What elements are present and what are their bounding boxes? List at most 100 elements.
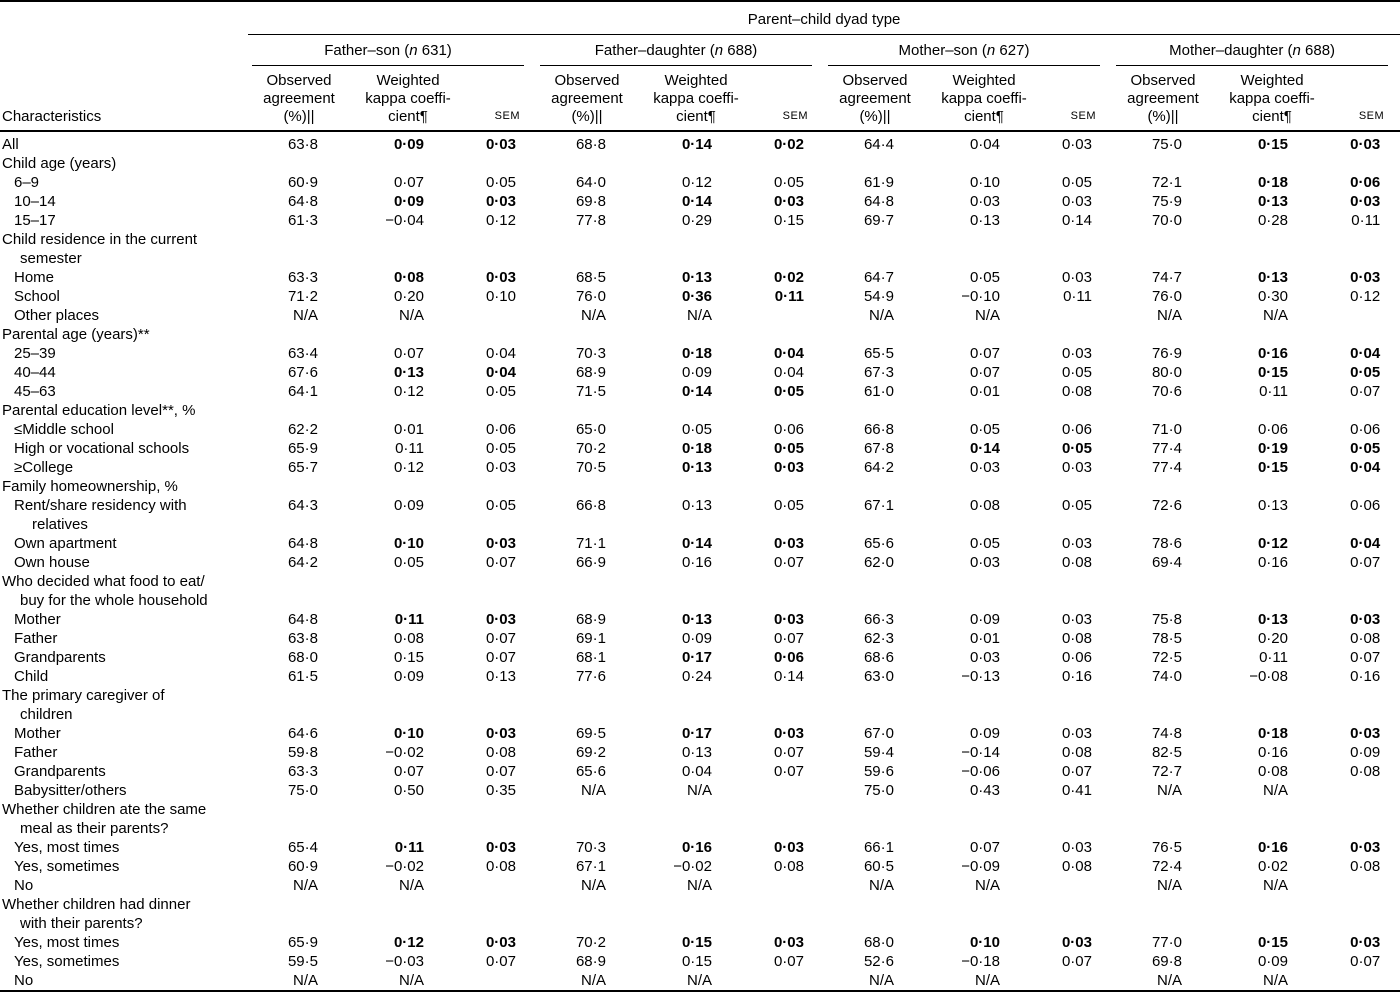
- cell-observed-agreement: 72·4: [1151, 858, 1182, 875]
- cell-sem: 0·05: [773, 497, 804, 514]
- cell-observed-agreement: 64·0: [575, 174, 606, 191]
- cell-sem: 0·07: [1350, 554, 1381, 571]
- row-label: Grandparents: [14, 763, 106, 780]
- cell-weighted-kappa: 0·18: [1257, 174, 1288, 191]
- cell-observed-agreement: 64·8: [863, 193, 894, 210]
- cell-weighted-kappa: 0·08: [969, 497, 1000, 514]
- row-label: Home: [14, 269, 55, 286]
- cell-observed-agreement: 77·8: [575, 212, 606, 229]
- cell-sem: 0·03: [485, 839, 516, 856]
- table-row: Other places N/A N/A N/A N/A N/A N/A N/A N/A: [0, 306, 1400, 325]
- cell-weighted-kappa: 0·15: [1257, 459, 1288, 476]
- observed-agreement-header: Observed agreement (%)||: [824, 66, 926, 132]
- row-label: Babysitter/others: [14, 782, 127, 799]
- cell-observed-agreement: 69·4: [1151, 554, 1182, 571]
- cell-observed-agreement: 62·0: [863, 554, 894, 571]
- table-row: High or vocational schools 65·9 0·11 0·05 70…: [0, 439, 1400, 458]
- cell-observed-agreement: 63·8: [287, 630, 318, 647]
- weighted-kappa-header: Weighted kappa coeffi-cient¶: [638, 66, 754, 132]
- cell-observed-agreement: 75·0: [863, 782, 894, 799]
- cell-weighted-kappa: 0·15: [1257, 934, 1288, 951]
- cell-observed-agreement: 59·8: [287, 744, 318, 761]
- section-label: Parental age (years)**: [2, 326, 150, 343]
- section-row: Parental education level**, %: [0, 401, 1400, 420]
- cell-weighted-kappa: 0·16: [1257, 554, 1288, 571]
- cell-weighted-kappa: 0·13: [681, 611, 712, 628]
- observed-agreement-header: Observed agreement (%)||: [248, 66, 350, 132]
- row-label: Yes, sometimes: [14, 953, 120, 970]
- cell-sem: 0·04: [1350, 459, 1381, 476]
- cell-observed-agreement: 54·9: [863, 288, 894, 305]
- cell-observed-agreement: 77·4: [1151, 440, 1182, 457]
- cell-sem: 0·10: [485, 288, 516, 305]
- cell-sem: 0·03: [1350, 725, 1381, 742]
- cell-observed-agreement: 76·0: [1151, 288, 1182, 305]
- cell-sem: 0·14: [1061, 212, 1092, 229]
- row-label: Mother: [14, 611, 61, 628]
- cell-observed-agreement: 65·9: [287, 934, 318, 951]
- section-label: Who decided what food to eat/buy for the…: [2, 573, 208, 609]
- row-label: No: [14, 972, 34, 989]
- cell-weighted-kappa: 0·10: [393, 535, 424, 552]
- cell-sem: 0·03: [1350, 934, 1381, 951]
- cell-observed-agreement: N/A: [292, 877, 318, 894]
- cell-observed-agreement: 69·7: [863, 212, 894, 229]
- cell-weighted-kappa: 0·09: [969, 611, 1000, 628]
- cell-observed-agreement: 78·6: [1151, 535, 1182, 552]
- cell-sem: 0·08: [1061, 630, 1092, 647]
- cell-sem: 0·08: [1061, 744, 1092, 761]
- cell-sem: 0·05: [485, 174, 516, 191]
- cell-observed-agreement: 65·7: [287, 459, 318, 476]
- cell-observed-agreement: 77·4: [1151, 459, 1182, 476]
- cell-weighted-kappa: 0·01: [969, 383, 1000, 400]
- cell-observed-agreement: 77·0: [1151, 934, 1182, 951]
- cell-sem: 0·03: [485, 193, 516, 210]
- cell-sem: 0·03: [773, 934, 804, 951]
- table-row: 15–17 61·3 −0·04 0·12 77·8 0·29 0·15 69·7 0·13 0·…: [0, 211, 1400, 230]
- table-row: Father 63·8 0·08 0·07 69·1 0·09 0·07 62·3 0·01 0·…: [0, 629, 1400, 648]
- cell-sem: 0·41: [1061, 782, 1092, 799]
- table-row: Mother 64·8 0·11 0·03 68·9 0·13 0·03 66·3 0·09 0·…: [0, 610, 1400, 629]
- cell-weighted-kappa: 0·05: [969, 269, 1000, 286]
- cell-observed-agreement: N/A: [292, 307, 318, 324]
- cell-sem: 0·03: [1061, 934, 1092, 951]
- cell-weighted-kappa: 0·36: [681, 288, 712, 305]
- observed-agreement-header: Observed agreement (%)||: [536, 66, 638, 132]
- row-label: Own apartment: [14, 535, 117, 552]
- section-row: Whether children ate the same meal as the…: [0, 800, 1400, 838]
- cell-weighted-kappa: 0·04: [681, 763, 712, 780]
- cell-observed-agreement: 65·0: [575, 421, 606, 438]
- cell-sem: 0·05: [485, 497, 516, 514]
- cell-sem: 0·03: [485, 535, 516, 552]
- section-row: Child residence in the current semester: [0, 230, 1400, 268]
- cell-observed-agreement: 52·6: [863, 953, 894, 970]
- table-row: 40–44 67·6 0·13 0·04 68·9 0·09 0·04 67·3 0·07 0·0…: [0, 363, 1400, 382]
- cell-sem: 0·03: [773, 839, 804, 856]
- cell-sem: 0·06: [1350, 497, 1381, 514]
- cell-sem: [466, 971, 536, 991]
- cell-sem: 0·02: [773, 269, 804, 286]
- cell-observed-agreement: 71·1: [575, 535, 606, 552]
- cell-weighted-kappa: 0·24: [681, 668, 712, 685]
- cell-weighted-kappa: 0·08: [1257, 763, 1288, 780]
- cell-observed-agreement: 75·0: [1151, 136, 1182, 153]
- cell-weighted-kappa: N/A: [398, 877, 424, 894]
- row-label: ≥College: [14, 459, 74, 476]
- table-row: Yes, most times 65·4 0·11 0·03 70·3 0·16 0·03 6…: [0, 838, 1400, 857]
- section-label: Parental education level**, %: [2, 402, 196, 419]
- cell-sem: 0·06: [1350, 421, 1381, 438]
- table-row: Child 61·5 0·09 0·13 77·6 0·24 0·14 63·0 −0·13 0·…: [0, 667, 1400, 686]
- table-body: All 63·8 0·09 0·03 68·8 0·14 0·02 64·4 0·04 0·03 7…: [0, 131, 1400, 991]
- observed-agreement-header: Observed agreement (%)||: [1112, 66, 1214, 132]
- cell-sem: 0·03: [485, 269, 516, 286]
- cell-sem: 0·03: [773, 611, 804, 628]
- table-row: Yes, sometimes 59·5 −0·03 0·07 68·9 0·15 0·07 5…: [0, 952, 1400, 971]
- cell-weighted-kappa: 0·05: [681, 421, 712, 438]
- section-label: Whether children ate the same meal as the…: [2, 801, 207, 837]
- cell-weighted-kappa: 0·15: [393, 649, 424, 666]
- cell-sem: 0·03: [1350, 193, 1381, 210]
- cell-sem: 0·05: [773, 440, 804, 457]
- cell-weighted-kappa: 0·20: [1257, 630, 1288, 647]
- section-row: Family homeownership, %: [0, 477, 1400, 496]
- group-n: 627): [995, 42, 1030, 59]
